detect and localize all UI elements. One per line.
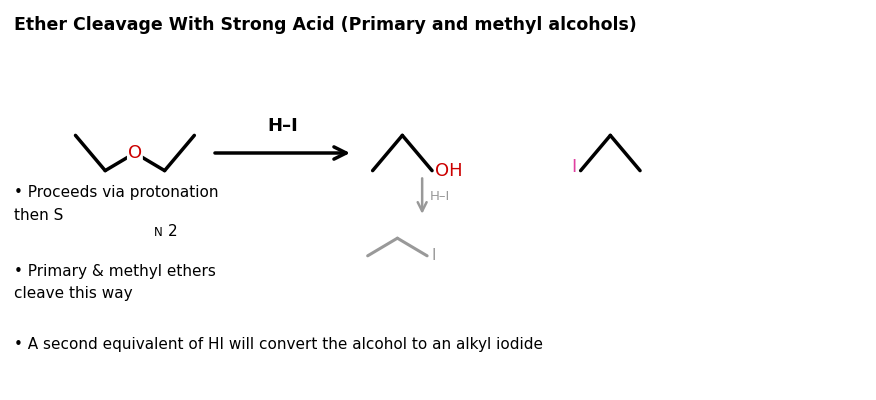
Text: H–I: H–I — [267, 116, 298, 134]
Text: Ether Cleavage With Strong Acid (Primary and methyl alcohols): Ether Cleavage With Strong Acid (Primary… — [14, 16, 637, 34]
Text: • Proceeds via protonation
then S: • Proceeds via protonation then S — [14, 185, 219, 222]
Text: 2: 2 — [167, 224, 177, 240]
Text: I: I — [431, 248, 435, 263]
Text: I: I — [571, 158, 576, 176]
Text: N: N — [153, 226, 162, 240]
Text: • Primary & methyl ethers
cleave this way: • Primary & methyl ethers cleave this wa… — [14, 264, 216, 301]
Text: O: O — [128, 144, 142, 162]
Text: H–I: H–I — [430, 190, 450, 202]
Text: OH: OH — [435, 162, 463, 180]
Text: • A second equivalent of HI will convert the alcohol to an alkyl iodide: • A second equivalent of HI will convert… — [14, 337, 543, 352]
